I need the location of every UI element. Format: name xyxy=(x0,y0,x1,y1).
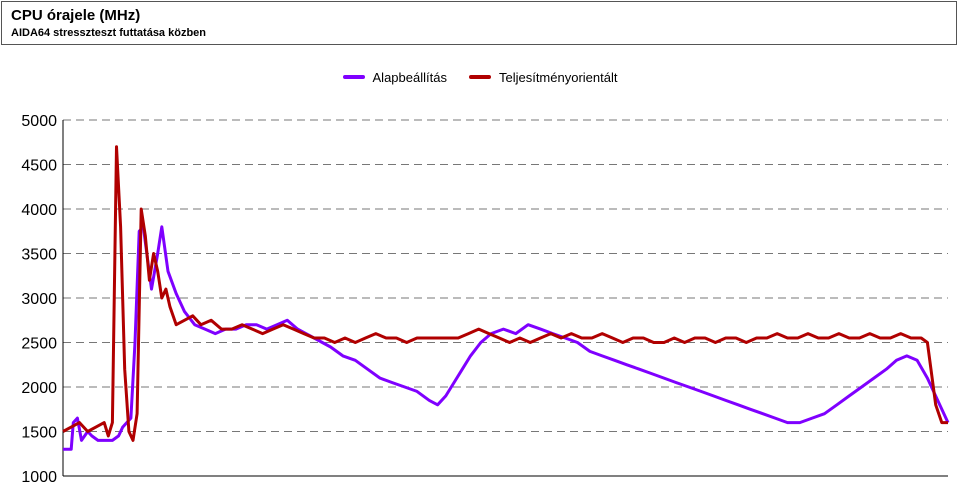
legend-swatch-series-2 xyxy=(468,75,491,79)
legend-item-series-1: Alapbeállítás xyxy=(342,69,447,85)
legend-item-series-2: Teljesítményorientált xyxy=(468,69,618,85)
chart-legend: Alapbeállítás Teljesítményorientált xyxy=(0,68,960,86)
y-tick-label-3500: 3500 xyxy=(21,247,57,264)
y-tick-label-1500: 1500 xyxy=(21,425,57,442)
y-tick-label-3000: 3000 xyxy=(21,291,57,308)
chart-title-box: CPU órajele (MHz) AIDA64 stresszteszt fu… xyxy=(1,1,957,45)
axes xyxy=(62,120,948,477)
y-tick-label-4500: 4500 xyxy=(21,158,57,175)
chart-subtitle: AIDA64 stresszteszt futtatása közben xyxy=(11,27,207,39)
legend-swatch-series-1 xyxy=(342,75,365,79)
series-lines xyxy=(62,145,950,451)
y-tick-label-4000: 4000 xyxy=(21,202,57,219)
legend-label-series-1: Alapbeállítás xyxy=(372,69,447,85)
legend-label-series-2: Teljesítményorientált xyxy=(498,69,618,85)
y-tick-label-1000: 1000 xyxy=(21,469,57,486)
y-tick-label-2500: 2500 xyxy=(21,336,57,353)
series-line-2 xyxy=(62,145,948,442)
grid-lines xyxy=(63,119,948,432)
y-tick-label-2000: 2000 xyxy=(21,380,57,397)
y-tick-label-5000: 5000 xyxy=(21,113,57,130)
y-axis-tick-labels: 1000 1500 2000 2500 3000 3500 4000 4500 5000 xyxy=(21,113,57,486)
chart-title: CPU órajele (MHz) xyxy=(11,7,141,24)
